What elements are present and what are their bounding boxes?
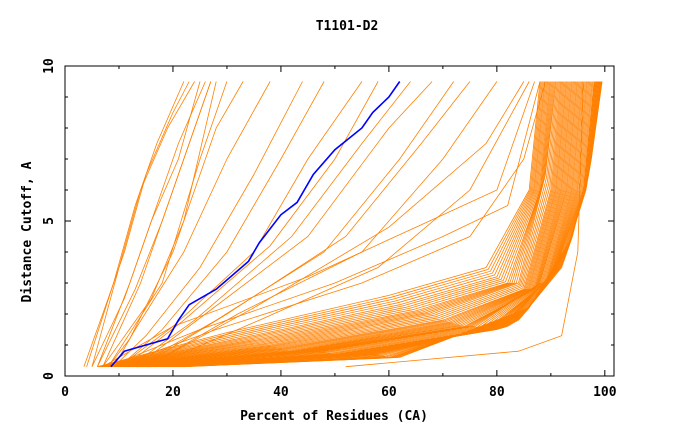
model-line-interp [120,81,564,368]
model-line-0 [83,81,190,367]
model-line-interp [114,81,558,368]
model-line-interp [115,81,559,368]
model-line-interp [137,81,581,368]
x-tick-label: 0 [61,385,69,400]
model-line-interp [104,81,548,368]
model-line-18 [140,81,471,368]
model-line-37 [102,81,535,368]
model-line-interp [100,81,544,368]
model-line-15 [129,81,411,368]
model-line-interp [134,81,578,368]
model-line-interp [139,81,583,368]
model-line-interp [111,81,555,368]
model-line-interp [117,81,561,368]
model-line-38 [113,81,546,368]
model-line-3 [91,81,201,367]
model-line-interp [121,81,565,368]
model-line-14 [124,81,379,368]
model-line-9 [107,81,244,367]
x-tick-label: 100 [593,385,617,400]
y-tick-label: 10 [42,58,57,74]
model-line-interp [101,81,545,368]
model-line-interp [128,81,572,368]
y-tick-label: 0 [42,372,57,380]
model-line-interp [110,81,554,368]
model-line-interp [138,81,582,368]
model-line-23 [102,81,546,368]
x-tick-label: 20 [165,385,181,400]
y-tick-label: 5 [42,217,57,225]
model-line-1 [86,81,185,367]
x-tick-label: 60 [381,385,397,400]
y-axis-label: Distance Cutoff, A [20,161,35,302]
model-line-8 [107,81,228,367]
model-line-24 [108,81,552,368]
model-line-interp [181,81,602,368]
model-line-6 [102,81,212,367]
highlight-line [110,81,401,368]
axis-ticks: 0 20 40 60 80 100 0 5 10 [42,58,617,400]
model-line-16 [134,81,433,368]
model-line-11 [113,81,303,367]
model-line-26 [118,81,562,368]
model-line-interp [109,81,553,368]
model-line-interp [112,81,556,368]
model-line-interp [98,81,542,368]
model-line-7 [102,81,217,367]
model-line-21 [151,81,530,368]
model-line-17 [135,81,455,368]
model-line-10 [113,81,271,367]
model-line-interp [103,81,547,368]
model-line-25 [113,81,557,368]
model-line-4 [97,81,206,367]
model-line-22 [97,81,541,368]
x-axis-label: Percent of Residues (CA) [240,409,428,424]
model-line-20 [145,81,525,368]
x-tick-label: 40 [273,385,289,400]
x-tick-label: 80 [489,385,505,400]
model-line-interp [136,81,580,368]
model-line-12 [118,81,325,368]
model-line-interp [107,81,551,368]
chart-title: T1101-D2 [316,19,379,34]
model-line-interp [170,81,600,368]
model-line-5 [97,81,212,367]
model-line-interp [116,81,560,368]
model-line-interp [123,81,567,368]
model-line-2 [91,81,195,367]
model-line-interp [122,81,566,368]
model-line-36 [108,81,541,368]
model-line-interp [99,81,543,368]
model-line-interp [105,81,550,368]
plot-area [83,81,603,368]
